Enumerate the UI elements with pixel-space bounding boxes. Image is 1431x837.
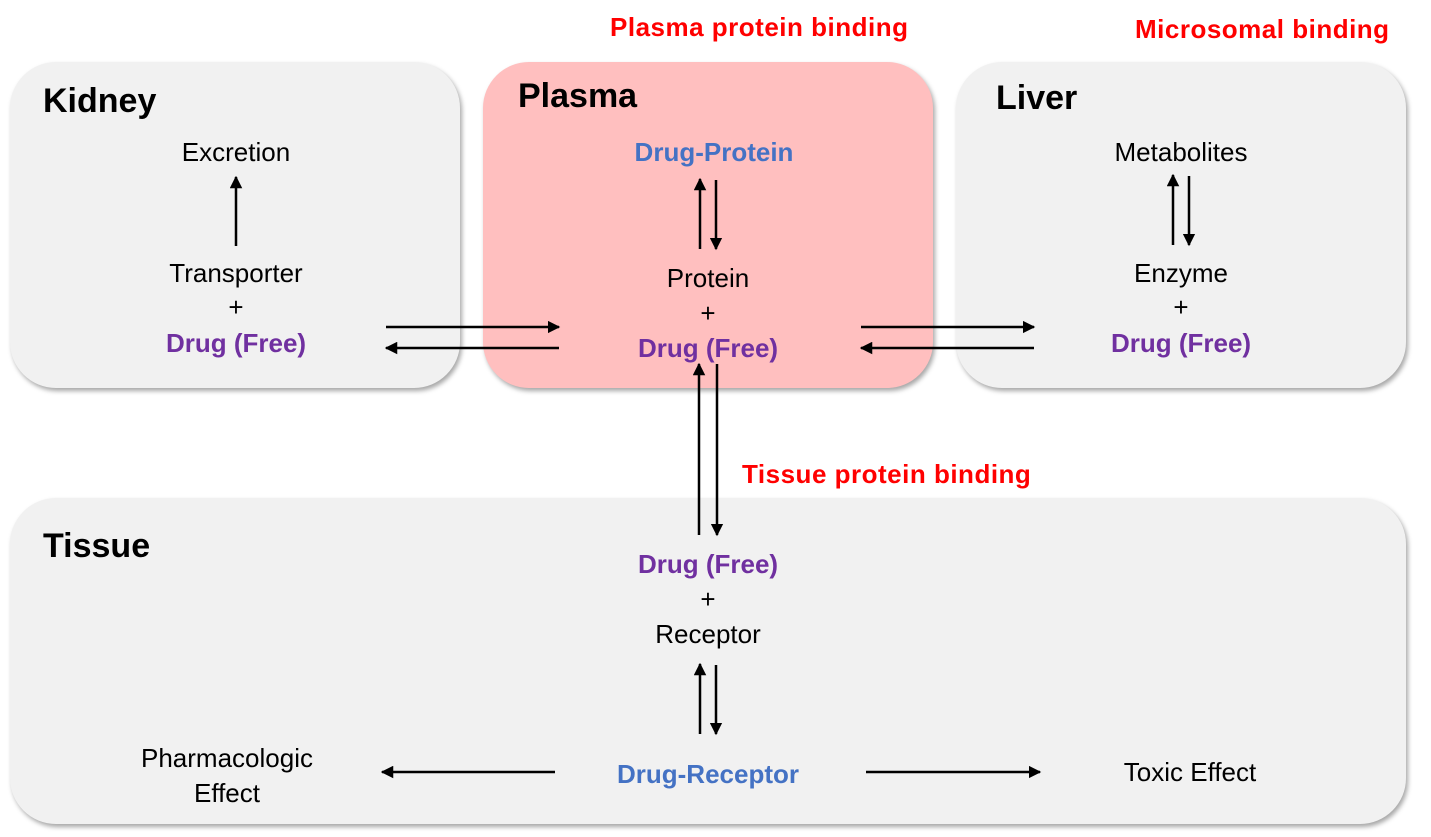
kidney-excretion: Excretion [181,137,291,167]
tissue-protein-binding-label: Tissue protein binding [742,459,1032,489]
plasma-drug-free: Drug (Free) [637,333,779,363]
tissue-receptor: Receptor [655,619,761,649]
liver-plus: + [1173,292,1189,322]
tissue-drug-free: Drug (Free) [637,549,779,579]
liver-metabolites: Metabolites [1114,137,1248,167]
tissue-drug-receptor: Drug-Receptor [616,759,800,789]
toxic-effect: Toxic Effect [1123,757,1257,787]
plasma-protein: Protein [666,263,750,293]
plasma-protein-binding-label: Plasma protein binding [610,12,909,42]
plasma-box [483,62,933,388]
kidney-title: Kidney [43,82,157,120]
liver-box [956,62,1406,388]
pharmacologic-effect-line1: Pharmacologic [141,743,313,773]
liver-title: Liver [996,79,1078,117]
plasma-title: Plasma [518,77,638,115]
kidney-transporter: Transporter [169,258,303,288]
liver-enzyme: Enzyme [1134,258,1228,288]
tissue-title: Tissue [43,527,151,565]
pharmacologic-effect-line2: Effect [193,778,261,808]
tissue-plus: + [700,584,716,614]
liver-drug-free: Drug (Free) [1110,328,1252,358]
tissue-box [10,498,1406,824]
plasma-plus: + [700,298,716,328]
kidney-drug-free: Drug (Free) [165,328,307,358]
plasma-drug-protein: Drug-Protein [634,137,794,167]
microsomal-binding-label: Microsomal binding [1135,14,1390,44]
kidney-plus: + [228,292,244,322]
